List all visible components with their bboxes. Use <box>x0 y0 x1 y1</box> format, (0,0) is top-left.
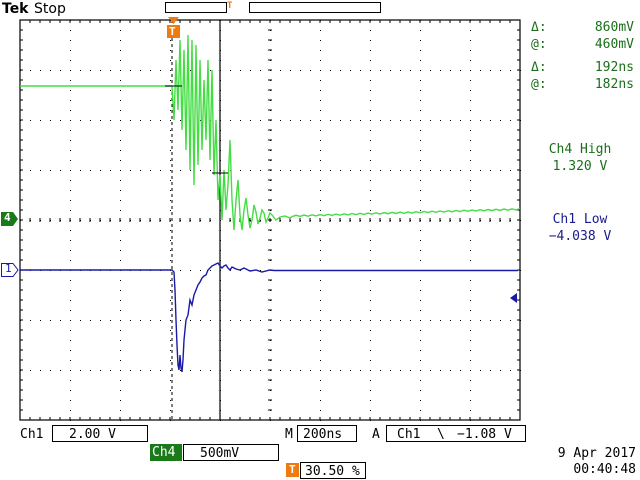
ch4-scale-value: 500mV <box>200 446 240 461</box>
time-at-symbol: @: <box>531 77 547 92</box>
timebase-value: 200ns <box>303 427 343 442</box>
ch1-measurement-label: Ch1 Low <box>552 212 608 227</box>
trigger-position-icon-label: T <box>289 463 296 476</box>
amp-delta-symbol: Δ: <box>531 20 547 35</box>
ch4-waveform <box>20 34 521 231</box>
record-position-bar[interactable] <box>165 2 381 13</box>
ch4-scale-label: Ch4 <box>152 445 176 460</box>
trigger-slope-icon: \ <box>437 427 445 442</box>
trigger-mode-label: A <box>372 427 380 442</box>
time-delta-symbol: Δ: <box>531 60 547 75</box>
graticule <box>19 19 521 421</box>
horizontal-mode-label: M <box>285 427 293 442</box>
amp-at-symbol: @: <box>531 37 547 52</box>
trigger-marker-label: T <box>169 25 176 38</box>
ch1-scale-box[interactable]: 2.00 V <box>52 425 148 442</box>
ch1-ground-marker[interactable]: 1 <box>1 262 19 277</box>
date-display: 9 Apr 2017 <box>557 446 636 461</box>
ch4-scale-box[interactable]: 500mV <box>183 444 279 461</box>
acquisition-status: Stop <box>34 1 66 17</box>
trigger-position-value: 30.50 % <box>305 464 360 479</box>
ch1-scale-label: Ch1 <box>20 427 44 442</box>
amp-delta-value: 860mV <box>594 20 634 35</box>
trigger-position-icon: T <box>286 463 299 477</box>
amp-at-value: 460mV <box>594 37 634 52</box>
ch1-scale-value: 2.00 V <box>69 427 116 442</box>
time-display: 00:40:48 <box>573 462 636 477</box>
brand-label: Tek <box>2 1 29 17</box>
ch4-measurement-value: 1.320 V <box>552 159 608 174</box>
ch4-ground-marker[interactable]: 4 <box>1 211 19 226</box>
time-delta-value: 192ns <box>594 60 634 75</box>
ch4-measurement-label: Ch4 High <box>548 142 612 157</box>
ch4-label-badge: Ch4 <box>150 444 182 461</box>
trigger-position-top-icon: T <box>227 1 233 11</box>
ch1-waveform <box>20 262 518 373</box>
ch1-marker-label: 1 <box>5 262 12 275</box>
trigger-source: Ch1 <box>397 427 421 442</box>
trigger-level: −1.08 V <box>457 427 512 442</box>
record-window <box>226 2 250 13</box>
trigger-settings-box[interactable]: Ch1 \ −1.08 V <box>386 425 526 442</box>
trigger-level-arrow <box>510 293 517 303</box>
trigger-position-marker[interactable]: T <box>166 17 181 41</box>
ch4-marker-label: 4 <box>4 211 11 224</box>
time-at-value: 182ns <box>594 77 634 92</box>
trigger-position-box[interactable]: 30.50 % <box>300 462 366 479</box>
timebase-box[interactable]: 200ns <box>297 425 357 442</box>
ch1-measurement-value: −4.038 V <box>548 229 612 244</box>
